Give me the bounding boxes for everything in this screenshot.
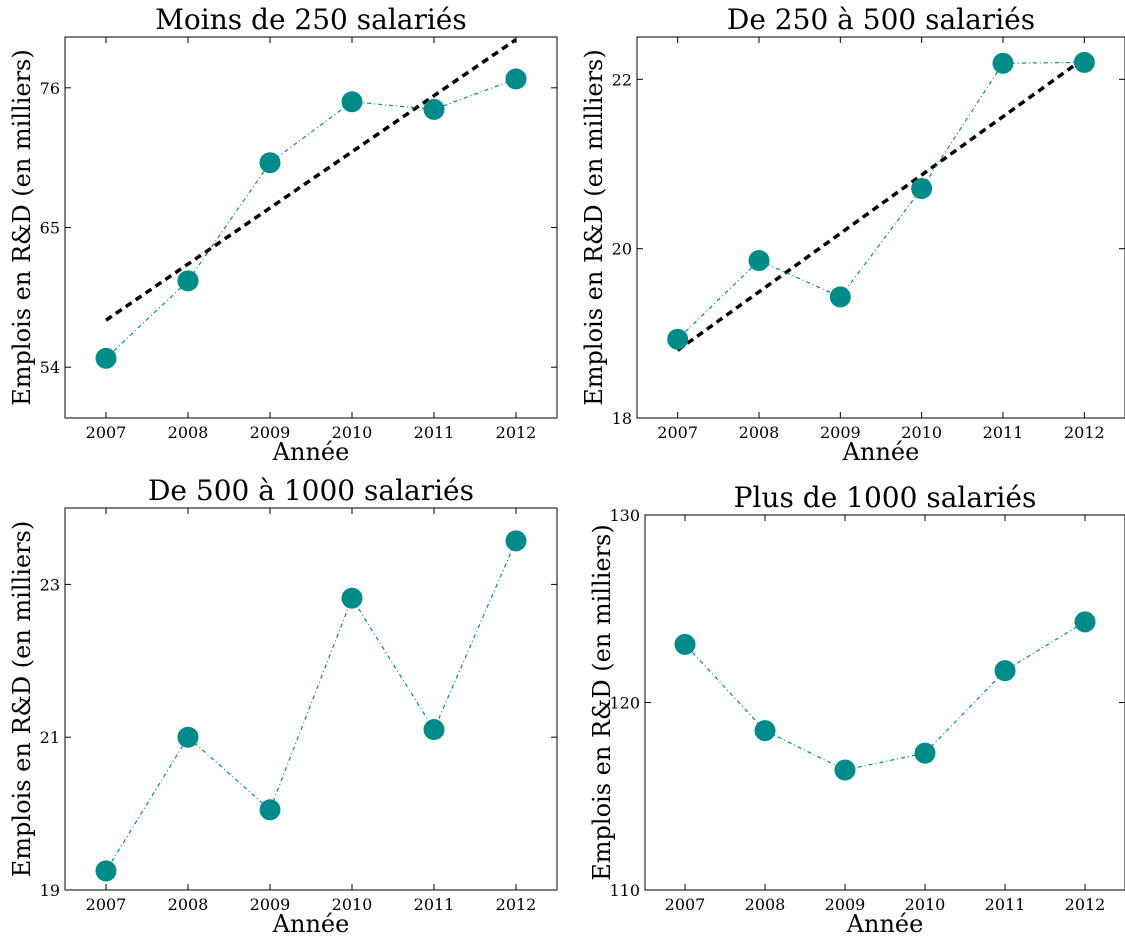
x-tick-label: 2008 <box>168 895 209 914</box>
y-axis-label: Emplois en R&D (en milliers) <box>580 49 608 405</box>
y-axis-label: Emplois en R&D (en milliers) <box>8 49 36 405</box>
data-point <box>341 587 363 609</box>
subplot-4: Plus de 1000 salariés 2007 2008 2009 2010 201… <box>588 481 1125 936</box>
y-tick-label: 110 <box>609 881 640 900</box>
data-point <box>754 720 776 742</box>
series-line <box>105 540 517 872</box>
data-point <box>505 68 527 90</box>
data-point <box>259 152 281 174</box>
y-tick-label: 23 <box>40 575 60 594</box>
y-tick-label: 120 <box>609 694 640 713</box>
y-axis-label: Emplois en R&D (en milliers) <box>588 524 616 880</box>
x-tick-label: 2011 <box>414 423 455 442</box>
x-tick-label: 2011 <box>983 423 1024 442</box>
x-tick-label: 2008 <box>745 895 786 914</box>
x-tick-label: 2007 <box>657 423 698 442</box>
data-point <box>1074 611 1096 633</box>
data-point <box>423 98 445 120</box>
y-tick-label: 18 <box>612 409 632 428</box>
x-tick-label: 2012 <box>496 895 537 914</box>
x-tick-label: 2009 <box>825 895 866 914</box>
plot-frame <box>64 36 558 419</box>
x-tick-label: 2011 <box>414 895 455 914</box>
data-point <box>748 250 770 272</box>
x-tick-label: 2008 <box>168 423 209 442</box>
x-tick-label: 2009 <box>820 423 861 442</box>
x-tick-label: 2009 <box>250 423 291 442</box>
plot-frame <box>636 36 1125 419</box>
x-tick-label: 2010 <box>901 423 942 442</box>
data-point <box>994 660 1016 682</box>
x-tick-label: 2010 <box>905 895 946 914</box>
series-line <box>105 78 517 359</box>
y-axis-label: Emplois en R&D (en milliers) <box>8 521 36 877</box>
data-point <box>505 530 527 552</box>
x-tick-label: 2012 <box>496 423 537 442</box>
data-point <box>95 347 117 369</box>
chart-title: De 250 à 500 salariés <box>727 3 1035 36</box>
y-tick-label: 65 <box>40 219 60 238</box>
chart-title: Plus de 1000 salariés <box>734 481 1037 514</box>
data-point <box>834 759 856 781</box>
data-point <box>914 742 936 764</box>
chart-title: Moins de 250 salariés <box>155 3 467 36</box>
x-axis-label: Année <box>272 910 350 936</box>
x-axis-label: Année <box>846 910 924 936</box>
x-tick-label: 2007 <box>665 895 706 914</box>
x-axis-label: Année <box>842 438 920 466</box>
data-point <box>674 633 696 655</box>
x-tick-label: 2008 <box>739 423 780 442</box>
data-point <box>1073 51 1095 73</box>
x-tick-label: 2009 <box>250 895 291 914</box>
data-point <box>992 52 1014 74</box>
y-tick-label: 130 <box>609 506 640 525</box>
data-point <box>829 286 851 308</box>
data-point <box>259 799 281 821</box>
plot-frame <box>644 514 1125 891</box>
x-tick-label: 2007 <box>86 895 127 914</box>
y-tick-label: 22 <box>612 70 632 89</box>
x-tick-label: 2012 <box>1065 895 1106 914</box>
x-tick-label: 2011 <box>985 895 1026 914</box>
y-tick-label: 76 <box>40 79 60 98</box>
trend-line <box>676 56 1086 352</box>
x-tick-label: 2010 <box>332 423 373 442</box>
data-point <box>95 860 117 882</box>
data-point <box>423 719 445 741</box>
trend-line <box>105 38 517 322</box>
data-point <box>911 178 933 200</box>
x-tick-label: 2010 <box>332 895 373 914</box>
data-point <box>341 91 363 113</box>
plot-frame <box>64 507 558 891</box>
data-point <box>177 270 199 292</box>
y-tick-label: 54 <box>40 358 60 377</box>
subplot-3: De 500 à 1000 salariés 2007 2008 2009 2010 20… <box>8 474 558 936</box>
series-line <box>684 621 1086 771</box>
x-axis-label: Année <box>272 438 350 466</box>
subplot-1: Moins de 250 salariés 2007 2008 2009 2010 201… <box>8 3 558 466</box>
chart-title: De 500 à 1000 salariés <box>148 474 474 507</box>
y-tick-label: 21 <box>40 728 60 747</box>
x-tick-label: 2007 <box>86 423 127 442</box>
x-tick-label: 2012 <box>1064 423 1105 442</box>
data-point <box>177 726 199 748</box>
data-point <box>667 328 689 350</box>
y-tick-label: 20 <box>612 240 632 259</box>
y-tick-label: 19 <box>40 881 60 900</box>
